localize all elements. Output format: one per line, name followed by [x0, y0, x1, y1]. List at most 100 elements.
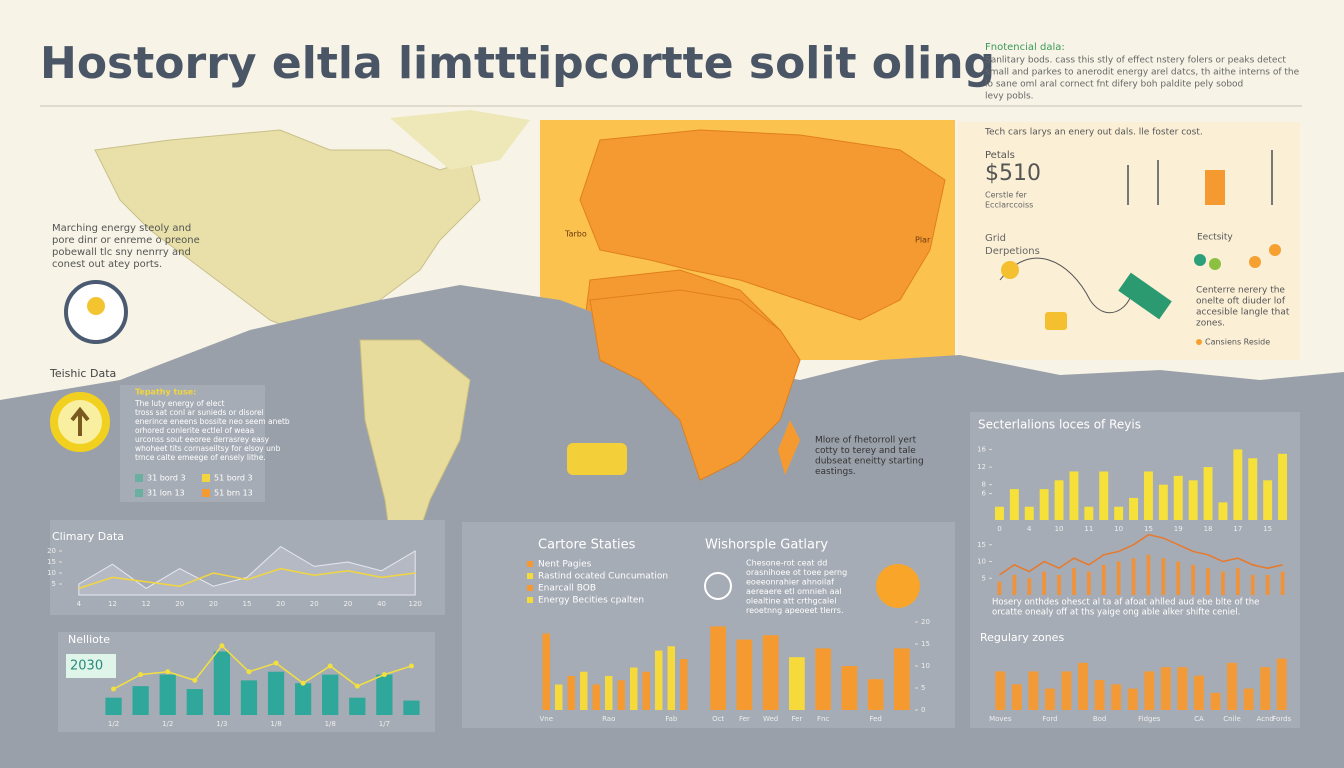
bar	[349, 697, 366, 715]
bar	[159, 674, 176, 715]
label: conest out atey ports.	[52, 259, 162, 270]
label: 4	[1027, 525, 1032, 533]
label: orasnihoee ot toee perng	[746, 568, 847, 577]
bar	[815, 648, 831, 710]
label: Vne	[539, 715, 553, 723]
bar	[1263, 480, 1273, 520]
label: Climary Data	[52, 530, 124, 543]
label: Fab	[665, 715, 678, 723]
bar	[1191, 564, 1196, 595]
legend-swatch	[202, 489, 210, 497]
label: CA	[1194, 715, 1204, 723]
legend-swatch	[527, 573, 533, 579]
bar	[105, 697, 122, 715]
label: Marching energy steoly and	[52, 223, 191, 234]
legend-swatch	[135, 474, 143, 482]
bar	[894, 648, 910, 710]
label: onelte oft diuder lof	[1196, 297, 1286, 307]
line	[999, 533, 1283, 576]
bar	[1146, 554, 1151, 595]
cost-bar-icon	[1205, 170, 1225, 205]
point	[381, 672, 387, 678]
label: 0	[921, 706, 925, 714]
label: zones.	[1196, 319, 1225, 329]
turbines	[1127, 150, 1273, 205]
cost-panel	[958, 122, 1300, 360]
dots	[1194, 244, 1281, 345]
label: 12	[108, 600, 117, 608]
label: Regulary zones	[980, 631, 1064, 644]
point	[138, 672, 144, 678]
logo-sun	[87, 297, 105, 315]
bar	[841, 666, 858, 710]
label: urconss sout eeoree derrasrey easy	[135, 435, 270, 444]
bar	[762, 635, 779, 710]
label: Sanlitary bods. cass this stly of effect…	[985, 56, 1286, 66]
tech-panel	[120, 385, 265, 502]
label: 10	[977, 558, 986, 566]
label: Secterlalions loces of Reyis	[978, 418, 1141, 432]
label: Tepathy tuse:	[135, 388, 196, 397]
bar	[1027, 578, 1032, 595]
label: 1/3	[216, 720, 227, 728]
legend-swatch	[527, 561, 533, 567]
point	[408, 663, 414, 669]
bar	[1094, 680, 1105, 710]
label: tross sat conl ar sunieds or disorel	[135, 408, 264, 417]
label: Bod	[1093, 715, 1107, 723]
bar	[997, 581, 1002, 595]
bar	[617, 680, 625, 710]
bar	[1114, 506, 1124, 520]
bar	[1131, 558, 1136, 595]
arrow-icon	[70, 406, 90, 436]
label: whoheet tits cornaseiltsy for elsoy unb	[135, 444, 281, 453]
point	[273, 660, 279, 666]
bar	[1101, 564, 1106, 595]
label: Energy Becities cpalten	[538, 596, 644, 606]
africa-front	[589, 289, 801, 481]
label: Fed	[869, 715, 881, 723]
label: 10	[1055, 525, 1064, 533]
bar	[567, 676, 575, 710]
label: Oct	[712, 715, 724, 723]
bar	[1173, 475, 1183, 520]
north-america	[94, 129, 481, 341]
cup-icon	[876, 564, 920, 608]
label: 20	[343, 600, 352, 608]
label: 1/2	[108, 720, 119, 728]
label: trnce calte emeege of ensely lithe.	[135, 453, 266, 462]
label: Fidges	[1138, 715, 1161, 723]
label: orcatte onealy off at ths yaige ong able…	[992, 608, 1240, 618]
point	[246, 669, 252, 675]
bar	[1099, 471, 1109, 520]
label: Fnotencial dala:	[985, 42, 1065, 53]
bar	[1028, 671, 1039, 710]
label: 40	[377, 600, 386, 608]
badge	[66, 654, 116, 678]
label: Tarbo	[564, 230, 587, 239]
bar	[667, 646, 675, 710]
bar	[867, 679, 884, 710]
label: aereaere etl omnieh aal	[746, 587, 842, 596]
point	[300, 680, 306, 686]
label: 4	[77, 600, 82, 608]
label: 15	[47, 558, 56, 566]
bar	[1111, 684, 1122, 710]
label: Fnc	[817, 715, 829, 723]
label: Acnd	[1256, 715, 1273, 723]
label: Nent Pagies	[538, 560, 592, 570]
bar	[1009, 489, 1019, 520]
label: 20	[209, 600, 218, 608]
bar	[1260, 667, 1271, 710]
madagascar	[778, 420, 800, 475]
bar	[376, 674, 393, 715]
point	[111, 686, 117, 692]
label: 12	[142, 600, 151, 608]
label: orhored conlerite ectlel of weaa	[135, 426, 254, 435]
label: small and parkes to anerodit energy arel…	[985, 68, 1300, 78]
bar	[592, 684, 600, 710]
bar	[1248, 458, 1258, 520]
legend-swatch	[527, 585, 533, 591]
bar	[1012, 574, 1017, 595]
label: Enarcall BOB	[538, 584, 596, 594]
